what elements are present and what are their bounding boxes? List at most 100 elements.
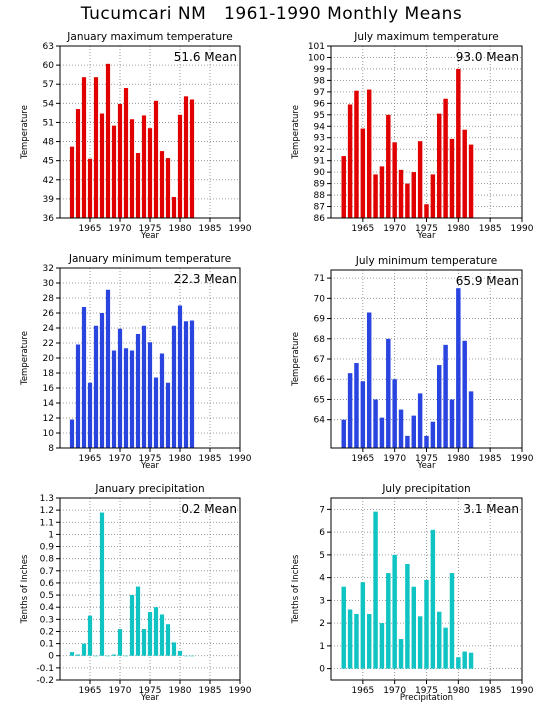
bar-1962 bbox=[69, 419, 75, 448]
bar-1963 bbox=[75, 109, 81, 218]
bar-1980 bbox=[177, 305, 183, 448]
y-tick-label: 51 bbox=[43, 118, 54, 128]
x-tick-label: 1970 bbox=[109, 454, 132, 464]
bar-1973 bbox=[135, 153, 141, 218]
y-tick-label: 0.8 bbox=[40, 555, 55, 565]
y-tick-label: -0.1 bbox=[36, 664, 54, 674]
bar-1972 bbox=[405, 563, 410, 669]
y-tick-label: 14 bbox=[43, 399, 55, 409]
x-tick-label: 1990 bbox=[229, 224, 252, 234]
bar-1967 bbox=[99, 313, 105, 448]
bar-1963 bbox=[75, 344, 81, 448]
bar-1975 bbox=[424, 579, 429, 669]
bar-1974 bbox=[417, 393, 423, 448]
bar-1963 bbox=[75, 654, 81, 656]
x-tick-label: 1990 bbox=[229, 454, 252, 464]
bar-1976 bbox=[430, 421, 436, 448]
y-tick-label: 99 bbox=[314, 65, 326, 75]
bar-1969 bbox=[111, 350, 117, 448]
bar-1971 bbox=[398, 169, 404, 218]
bar-1978 bbox=[165, 382, 171, 448]
x-tick-label: 1975 bbox=[139, 454, 162, 464]
y-tick-label: 69 bbox=[314, 315, 326, 325]
bar-1979 bbox=[449, 138, 455, 218]
bar-1964 bbox=[354, 90, 359, 218]
y-tick-label: 95 bbox=[314, 111, 325, 121]
bar-1971 bbox=[123, 88, 129, 219]
x-tick-label: 1975 bbox=[415, 686, 438, 696]
bar-1982 bbox=[468, 652, 474, 669]
y-tick-label: 54 bbox=[43, 99, 55, 109]
y-tick-label: 96 bbox=[314, 99, 326, 109]
bar-1973 bbox=[135, 586, 141, 656]
bar-1978 bbox=[443, 627, 448, 669]
x-tick-label: 1965 bbox=[351, 454, 374, 464]
bar-1975 bbox=[424, 204, 429, 218]
bar-1967 bbox=[99, 512, 105, 656]
y-tick-label: 88 bbox=[314, 191, 326, 201]
bar-1973 bbox=[135, 334, 141, 448]
bar-1978 bbox=[443, 98, 448, 218]
bar-1972 bbox=[405, 435, 410, 448]
y-tick-label: 63 bbox=[43, 42, 54, 52]
chart-panel-3: 8 10 12 14 16 18 20 22 24 26 28 30 32 1965 1970 1975 198… bbox=[20, 253, 252, 471]
bar-1965 bbox=[360, 381, 366, 448]
bar-1963 bbox=[347, 104, 353, 218]
bar-1970 bbox=[117, 103, 123, 218]
mean-label: 3.1 Mean bbox=[463, 502, 519, 516]
y-tick-label: 87 bbox=[314, 203, 325, 213]
x-tick-label: 1985 bbox=[199, 454, 222, 464]
mean-label: 0.2 Mean bbox=[181, 502, 237, 516]
x-tick-label: 1985 bbox=[479, 454, 502, 464]
x-tick-label: 1985 bbox=[199, 686, 222, 696]
bar-1968 bbox=[105, 655, 111, 657]
y-tick-label: 3 bbox=[319, 596, 325, 606]
x-tick-label: 1985 bbox=[479, 686, 502, 696]
y-tick-label: 67 bbox=[314, 355, 325, 365]
y-tick-label: 12 bbox=[43, 414, 54, 424]
x-tick-label: 1965 bbox=[79, 224, 102, 234]
bar-1973 bbox=[411, 586, 416, 669]
y-tick-label: 16 bbox=[43, 384, 55, 394]
bar-1964 bbox=[354, 363, 359, 448]
y-tick-label: 42 bbox=[43, 176, 54, 186]
bar-1962 bbox=[69, 146, 75, 218]
bar-1975 bbox=[424, 435, 429, 448]
y-axis-label: Temperature bbox=[291, 105, 301, 160]
bar-1968 bbox=[105, 63, 111, 218]
bar-1971 bbox=[398, 639, 404, 669]
x-tick-label: 1990 bbox=[511, 224, 534, 234]
x-tick-label: 1985 bbox=[479, 224, 502, 234]
x-tick-label: 1970 bbox=[383, 224, 406, 234]
bar-1962 bbox=[69, 652, 75, 656]
bar-1977 bbox=[437, 113, 442, 218]
bar-1975 bbox=[147, 612, 153, 656]
bar-1963 bbox=[347, 373, 353, 448]
y-tick-label: 101 bbox=[308, 42, 325, 52]
y-tick-label: 64 bbox=[314, 416, 326, 426]
chart-panel-4: 64 65 66 67 68 69 70 71 1965 1970 1975 1980 1985 1990… bbox=[291, 255, 534, 471]
bar-1979 bbox=[449, 399, 455, 448]
bar-1981 bbox=[183, 96, 189, 218]
bar-1967 bbox=[373, 174, 378, 218]
bar-1964 bbox=[81, 307, 87, 448]
y-tick-label: 8 bbox=[48, 444, 54, 454]
y-tick-label: 60 bbox=[43, 61, 55, 71]
bar-1979 bbox=[171, 325, 177, 448]
bar-1980 bbox=[177, 114, 183, 218]
bar-1966 bbox=[366, 614, 372, 669]
bar-1972 bbox=[405, 183, 410, 218]
y-tick-label: 0.9 bbox=[40, 543, 55, 553]
bar-1979 bbox=[171, 196, 177, 218]
bar-1969 bbox=[386, 114, 391, 218]
x-tick-label: 1990 bbox=[511, 686, 534, 696]
mean-label: 93.0 Mean bbox=[456, 50, 519, 64]
y-tick-label: 97 bbox=[314, 88, 325, 98]
bar-1971 bbox=[123, 655, 129, 657]
bar-1970 bbox=[117, 328, 123, 448]
y-tick-label: -0.2 bbox=[36, 676, 54, 686]
bar-1962 bbox=[341, 156, 346, 218]
bar-1974 bbox=[417, 616, 423, 669]
chart-panel-1: 36 39 42 45 48 51 54 57 60 63 1965 1970 1975 1980 1985… bbox=[20, 31, 252, 241]
